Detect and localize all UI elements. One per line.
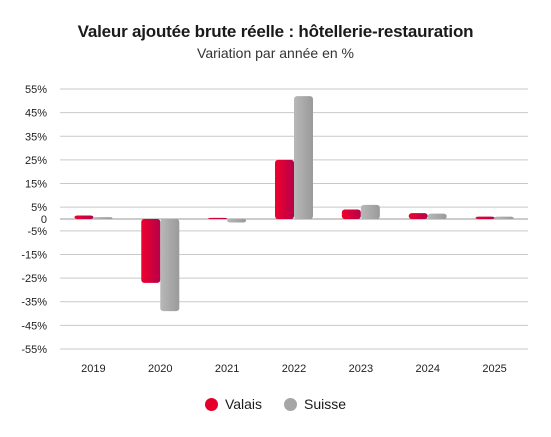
x-tick-label: 2022 bbox=[282, 363, 306, 375]
chart-subtitle: Variation par année en % bbox=[197, 45, 354, 61]
x-tick-label: 2023 bbox=[349, 363, 373, 375]
y-tick-label: 25% bbox=[25, 155, 47, 167]
bar-suisse-2022 bbox=[294, 96, 313, 219]
bar-valais-2022 bbox=[275, 159, 294, 219]
legend: Valais Suisse bbox=[0, 396, 551, 412]
y-tick-label: -15% bbox=[21, 249, 47, 261]
x-tick-label: 2025 bbox=[482, 363, 506, 375]
bar-suisse-2025 bbox=[494, 216, 514, 219]
bar-suisse-2023 bbox=[360, 204, 380, 219]
y-tick-label: -35% bbox=[21, 297, 47, 309]
x-tick-label: 2019 bbox=[81, 363, 105, 375]
y-tick-label: 0 bbox=[41, 214, 47, 226]
bar-suisse-2024 bbox=[427, 213, 447, 219]
legend-swatch-suisse bbox=[284, 397, 298, 411]
legend-label-valais: Valais bbox=[224, 396, 263, 412]
y-tick-label: 35% bbox=[25, 131, 47, 143]
bar-valais-2021 bbox=[208, 217, 228, 219]
y-tick-label: 15% bbox=[25, 179, 47, 191]
bar-suisse-2019 bbox=[93, 217, 113, 219]
x-tick-label: 2021 bbox=[215, 363, 239, 375]
bar-valais-2020 bbox=[141, 219, 161, 283]
x-tick-label: 2024 bbox=[415, 363, 439, 375]
legend-swatch-valais bbox=[204, 397, 218, 411]
legend-label-suisse: Suisse bbox=[304, 396, 347, 412]
x-tick-label: 2020 bbox=[148, 363, 172, 375]
bar-valais-2025 bbox=[475, 216, 495, 219]
y-tick-label: 55% bbox=[25, 84, 47, 96]
y-tick-label: -55% bbox=[21, 344, 47, 356]
bar-valais-2023 bbox=[341, 209, 361, 219]
y-tick-label: -45% bbox=[21, 320, 47, 332]
bar-suisse-2021 bbox=[227, 219, 247, 223]
y-tick-label: -5% bbox=[27, 226, 47, 238]
legend-item-valais: Valais bbox=[204, 396, 263, 412]
y-tick-label: 45% bbox=[25, 108, 47, 120]
chart-title: Valeur ajoutée brute réelle : hôtellerie… bbox=[77, 22, 474, 41]
bar-valais-2024 bbox=[408, 213, 428, 219]
y-tick-label: 5% bbox=[31, 202, 47, 214]
bar-valais-2019 bbox=[74, 215, 94, 219]
bar-suisse-2020 bbox=[160, 219, 180, 312]
legend-item-suisse: Suisse bbox=[284, 396, 346, 412]
y-tick-label: -25% bbox=[21, 273, 47, 285]
